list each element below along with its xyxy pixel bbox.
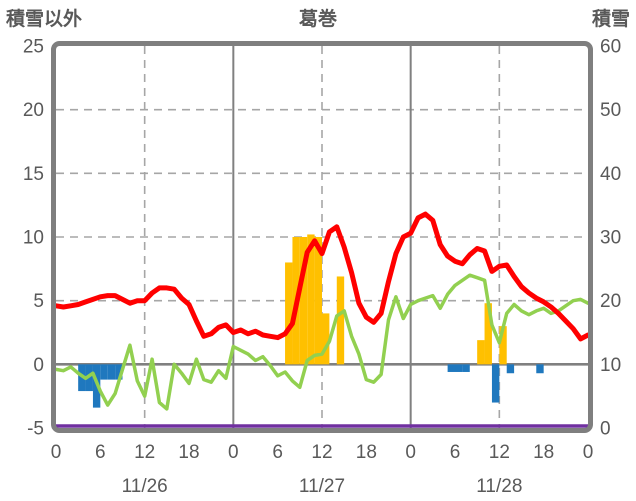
x-axis-hour-label: 18 — [178, 442, 199, 463]
blue-bars-bar — [536, 364, 544, 374]
yellow-bars-bar — [477, 340, 485, 365]
x-axis-hour-label: 0 — [405, 442, 416, 463]
x-axis-hour-label: 0 — [228, 442, 239, 463]
left-axis-tick-label: 10 — [23, 228, 44, 249]
x-axis-date-label: 11/26 — [122, 476, 168, 497]
blue-bars-bar — [506, 364, 515, 374]
x-axis-hour-label: 18 — [356, 442, 377, 463]
blue-bars-bar — [462, 364, 470, 372]
chart-title: 葛巻 — [298, 9, 337, 30]
x-axis-date-label: 11/27 — [299, 476, 345, 497]
red-line — [53, 211, 591, 342]
x-axis-date-label: 11/28 — [476, 476, 522, 497]
x-axis-hour-label: 18 — [533, 442, 554, 463]
blue-bars-bar — [447, 364, 455, 372]
right-axis-tick-label: 20 — [600, 291, 621, 312]
blue-bars-bar — [115, 364, 123, 380]
right-axis-tick-label: 40 — [600, 164, 621, 185]
x-axis-hour-label: 6 — [272, 442, 283, 463]
right-axis-tick-label: 60 — [600, 37, 621, 58]
x-axis-hour-label: 12 — [311, 442, 332, 463]
right-axis-tick-label: 0 — [600, 419, 611, 440]
left-axis-tick-label: 15 — [23, 164, 44, 185]
blue-bars-bar — [491, 364, 500, 403]
blue-bars-bar — [107, 364, 116, 380]
right-axis-tick-label: 10 — [600, 355, 621, 376]
plot-border — [51, 41, 593, 433]
yellow-bars-bar — [285, 262, 293, 365]
left-axis-tick-label: 0 — [33, 355, 44, 376]
yellow-bars-bar — [314, 237, 322, 365]
yellow-bars-bar — [299, 237, 308, 365]
yellow-bars-bar — [336, 276, 345, 365]
right-axis-tick-label: 30 — [600, 228, 621, 249]
yellow-bars-bar — [322, 313, 330, 365]
x-axis-hour-label: 6 — [95, 442, 106, 463]
yellow-bars-bar — [499, 326, 507, 365]
left-axis-tick-label: 20 — [23, 100, 44, 121]
yellow-bars-bar — [307, 234, 315, 365]
x-axis-hour-label: 0 — [51, 442, 62, 463]
left-axis-title: 積雪以外 — [6, 9, 83, 30]
left-axis-tick-label: 25 — [23, 37, 44, 58]
green-line — [54, 273, 590, 411]
right-axis-title: 積雪 — [591, 9, 630, 30]
x-axis-hour-label: 6 — [450, 442, 461, 463]
left-axis-tick-label: -5 — [27, 419, 44, 440]
x-axis-hour-label: 12 — [134, 442, 155, 463]
left-axis-tick-label: 5 — [33, 291, 44, 312]
blue-bars-bar — [455, 364, 463, 372]
x-axis-hour-label: 0 — [583, 442, 594, 463]
yellow-bars-bar — [484, 303, 492, 365]
right-axis-tick-label: 50 — [600, 100, 621, 121]
blue-bars-bar — [100, 364, 108, 380]
x-axis-hour-label: 12 — [489, 442, 510, 463]
